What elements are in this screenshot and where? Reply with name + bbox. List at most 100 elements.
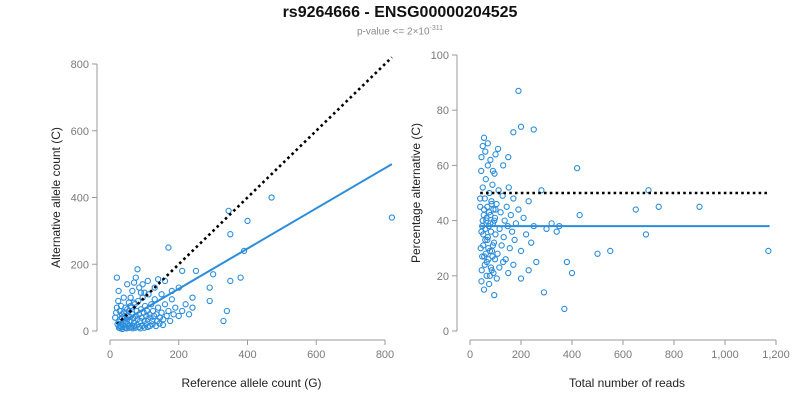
data-point [134,266,141,273]
plot-panel-2: 0 200 400 600 800 1,000 1,200 0 20 40 60 80 100 Total… [409,50,790,390]
x-tick-label: 800 [665,349,683,361]
data-point [124,306,131,313]
y-tick-label: 100 [431,50,449,62]
data-point [268,194,275,201]
data-point [189,294,196,301]
data-point [156,320,163,327]
data-point [480,242,487,249]
data-point [480,206,488,213]
data-point [487,228,495,235]
data-point [655,203,662,210]
subtitle-base: 10 [418,26,430,38]
data-point [490,239,498,246]
data-point [482,148,489,155]
data-point [165,307,172,315]
data-point [540,289,548,296]
y-tick-label: 200 [71,259,89,271]
x-tick-label: 400 [238,349,256,361]
data-point [223,307,231,315]
data-point [486,247,494,255]
x-axis-label: Reference allele count (G) [181,376,321,390]
data-point [538,187,545,194]
y-axis-label: Alternative allele count (C) [49,127,63,268]
data-point [505,269,512,277]
data-point [499,258,507,266]
data-point [528,239,535,246]
data-point [576,211,583,219]
data-point [525,267,532,274]
data-point [478,153,485,161]
data-point [483,272,490,279]
x-axis-label: Total number of reads [569,376,685,390]
data-point [481,195,488,202]
data-point [497,209,504,216]
data-point [515,87,522,95]
data-point [129,287,136,295]
data-point [506,245,513,252]
data-point [220,317,227,325]
data-point [573,165,581,172]
data-point [490,269,497,277]
data-point [130,279,138,286]
data-point [161,277,169,285]
data-point [508,228,516,235]
data-point [154,276,162,283]
data-point [175,312,182,320]
data-point [765,247,772,255]
data-point [480,286,488,293]
data-point [161,301,169,308]
data-point [505,153,512,161]
data-point [141,289,148,296]
data-point [490,206,497,213]
data-point [499,162,507,169]
data-point [517,123,525,130]
data-point [388,214,396,221]
data-point [520,214,527,221]
data-point [479,142,486,150]
data-point [118,311,126,318]
data-point [128,323,135,331]
data-point [499,192,506,199]
data-point [132,274,139,281]
data-point [484,162,491,169]
data-point [115,287,122,295]
x-tick-label: 1,000 [711,349,739,361]
data-point [491,217,498,224]
y-tick-label: 20 [437,271,449,283]
data-point [237,274,244,281]
data-point [206,284,213,291]
data-point [159,321,167,329]
y-tick-label: 80 [437,105,449,117]
data-point [491,256,499,263]
data-point [206,297,213,305]
y-tick-label: 40 [437,216,449,228]
x-tick-label: 200 [512,349,530,361]
data-point [510,129,517,136]
data-point [522,231,530,238]
data-point [489,167,497,175]
data-point [170,311,177,318]
data-point [158,291,165,298]
data-point [165,244,172,251]
data-point [525,198,532,205]
data-point [563,258,571,266]
data-point [484,236,491,244]
subtitle-prefix: p-value <= 2 [356,26,413,38]
data-point [167,317,174,325]
data-point [163,312,170,320]
data-point [158,309,165,316]
data-point [511,236,518,244]
data-point [478,267,485,274]
data-point [500,234,507,241]
data-point [115,297,122,305]
data-point [168,296,176,303]
data-point [510,195,517,202]
data-point [482,176,489,183]
x-tick-label: 0 [467,349,473,361]
data-point [491,291,498,299]
data-point [505,184,512,191]
data-point [696,203,703,210]
y-tick-label: 60 [437,160,449,172]
data-point [151,284,158,291]
